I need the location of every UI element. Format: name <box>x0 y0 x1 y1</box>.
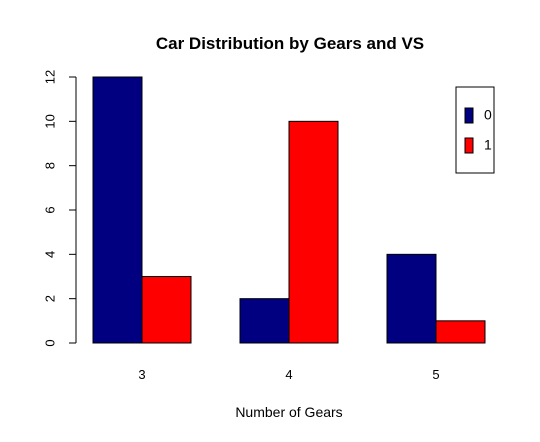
x-tick-label: 3 <box>138 367 145 382</box>
bar-gear-3-vs-0 <box>92 76 143 344</box>
x-tick-label: 5 <box>432 367 439 382</box>
bar-gear-3-vs-1 <box>141 276 192 344</box>
x-axis-label: Number of Gears <box>235 404 342 420</box>
y-tick-label: 6 <box>42 206 57 213</box>
bar-gear-5-vs-1 <box>435 320 486 344</box>
legend-label: 0 <box>484 107 492 123</box>
bar-gear-4-vs-1 <box>288 120 339 344</box>
legend: 01 <box>455 86 495 174</box>
bar-gear-5-vs-0 <box>386 253 437 344</box>
bar-gear-4-vs-0 <box>239 298 290 344</box>
legend-label: 1 <box>484 137 492 153</box>
legend-box <box>455 86 495 174</box>
y-tick-label: 12 <box>42 70 57 84</box>
y-axis: 0 2 4 6 8 10 12 <box>42 70 77 347</box>
y-tick-label: 8 <box>42 162 57 169</box>
x-tick-label: 4 <box>285 367 292 382</box>
y-tick-label: 4 <box>42 251 57 258</box>
y-tick-label: 2 <box>42 295 57 302</box>
legend-swatch <box>464 137 474 154</box>
chart-title: Car Distribution by Gears and VS <box>156 34 424 53</box>
bars-group <box>92 76 486 344</box>
y-tick-label: 10 <box>42 114 57 128</box>
x-axis-ticks: 3 4 5 <box>138 367 439 382</box>
y-tick-label: 0 <box>42 339 57 346</box>
legend-swatch <box>464 107 474 124</box>
